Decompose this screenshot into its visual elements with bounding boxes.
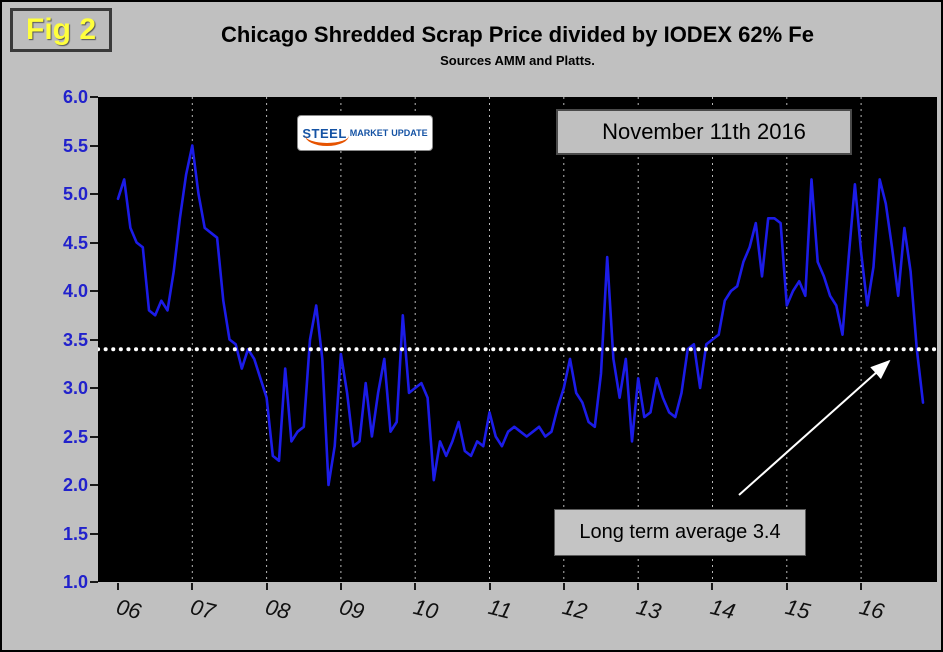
x-axis-label: 06 <box>113 594 144 625</box>
x-axis-label: 10 <box>411 594 441 625</box>
x-axis-tick <box>117 583 119 590</box>
x-axis-tick <box>339 583 342 590</box>
y-axis-label: 2.5 <box>62 426 88 447</box>
y-axis-label: 1.5 <box>62 523 88 544</box>
x-axis-label: 15 <box>782 594 813 625</box>
y-axis-tick <box>90 581 98 583</box>
average-arrow <box>738 359 891 496</box>
logo-word-market: MARKET <box>349 128 389 138</box>
steel-market-update-logo: STEEL MARKET UPDATE <box>297 115 433 151</box>
x-axis-tick <box>860 583 863 590</box>
x-axis-label: 13 <box>634 594 664 625</box>
y-axis-tick <box>90 96 98 98</box>
y-axis-tick <box>90 193 98 195</box>
x-axis-label: 07 <box>188 594 219 625</box>
x-axis-tick <box>711 583 714 590</box>
y-axis-tick <box>90 435 98 438</box>
x-axis-label: 08 <box>262 594 293 625</box>
y-axis-tick <box>90 484 98 486</box>
y-axis-tick <box>90 387 98 389</box>
y-axis-tick <box>90 532 98 535</box>
y-axis-label: 4.5 <box>62 232 88 253</box>
x-axis-label: 16 <box>857 594 887 625</box>
x-axis-label: 12 <box>559 594 590 625</box>
date-annotation: November 11th 2016 <box>556 109 852 155</box>
y-axis-label: 3.0 <box>62 378 88 398</box>
chart-title: Chicago Shredded Scrap Price divided by … <box>221 22 814 47</box>
x-axis-label: 09 <box>336 594 367 625</box>
y-axis-tick <box>90 290 98 292</box>
y-axis-label: 5.5 <box>62 135 88 156</box>
chart-subtitle: Sources AMM and Platts. <box>440 53 595 68</box>
x-axis-tick <box>562 583 565 590</box>
x-axis-label: 14 <box>708 594 739 625</box>
x-axis-tick <box>488 583 491 590</box>
chart-canvas <box>98 97 937 582</box>
x-axis-tick <box>414 583 417 590</box>
x-axis-tick <box>265 583 268 590</box>
y-axis-label: 4.0 <box>62 281 88 301</box>
x-axis-tick <box>785 583 788 590</box>
x-axis-tick <box>191 583 194 590</box>
y-axis-label: 6.0 <box>62 87 88 107</box>
series-line <box>116 144 925 487</box>
y-axis-label: 1.0 <box>62 572 88 592</box>
logo-swoosh-icon <box>305 125 349 146</box>
y-axis-label: 2.0 <box>62 475 88 495</box>
figure-label: Fig 2 <box>10 8 113 52</box>
average-annotation: Long term average 3.4 <box>554 509 806 556</box>
y-axis-tick <box>90 241 98 244</box>
y-axis-label: 5.0 <box>62 184 88 204</box>
x-axis-label: 11 <box>485 594 514 624</box>
y-axis-tick <box>90 338 98 341</box>
y-axis-label: 3.5 <box>62 329 88 350</box>
y-axis-tick <box>90 144 98 147</box>
x-axis-tick <box>637 583 640 590</box>
logo-word-update: UPDATE <box>391 128 428 138</box>
plot-area: STEEL MARKET UPDATE November 11th 2016 L… <box>98 97 937 582</box>
